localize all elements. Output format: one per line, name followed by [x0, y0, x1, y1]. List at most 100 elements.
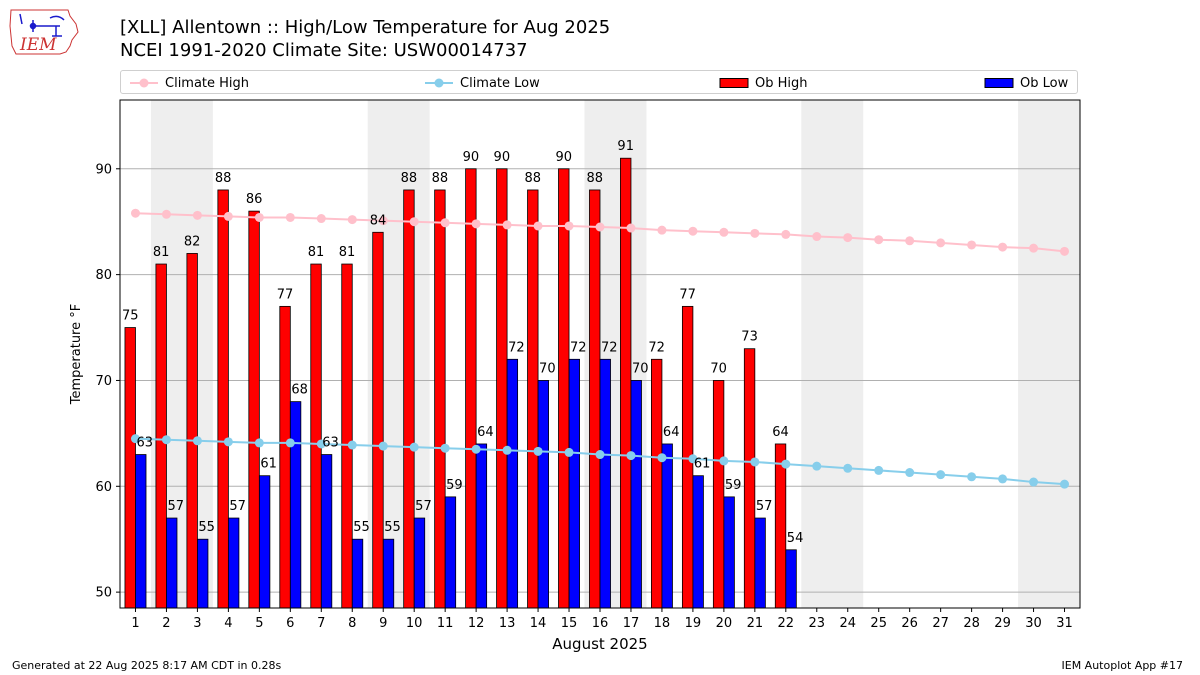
- x-tick-label: 20: [716, 616, 733, 631]
- climate-high-point: [998, 242, 1008, 252]
- ob-high-data-label: 88: [401, 171, 418, 186]
- legend-item-ob-high: Ob High: [719, 71, 808, 95]
- x-tick-label: 31: [1056, 616, 1073, 631]
- ob-low-data-label: 59: [725, 478, 742, 493]
- x-tick-label: 27: [932, 616, 949, 631]
- x-tick-label: 28: [963, 616, 980, 631]
- climate-low-point: [967, 472, 977, 482]
- x-tick-label: 21: [747, 616, 764, 631]
- ob-low-bar: [785, 549, 797, 609]
- ob-high-bar: [341, 263, 353, 609]
- climate-high-point: [285, 212, 295, 222]
- ob-low-bar: [661, 443, 673, 609]
- climate-low-point: [750, 457, 760, 467]
- y-tick-label: 50: [95, 586, 112, 601]
- x-tick-label: 24: [839, 616, 856, 631]
- ob-high-bar: [527, 189, 539, 609]
- climate-high-point: [533, 221, 543, 231]
- ob-low-bar: [382, 538, 395, 609]
- ob-low-bar: [320, 454, 333, 609]
- logo-text: IEM: [19, 35, 57, 55]
- ob-high-data-label: 73: [741, 330, 758, 345]
- climate-high-point: [316, 214, 326, 224]
- ob-high-bar: [465, 168, 477, 609]
- ob-high-data-label: 88: [525, 171, 542, 186]
- climate-high-point: [843, 233, 853, 243]
- ob-high-data-label: 81: [308, 245, 325, 260]
- ob-high-data-label: 90: [463, 150, 480, 165]
- ob-high-data-label: 88: [215, 171, 232, 186]
- ob-high-bar: [279, 305, 291, 609]
- legend-label-ob-low: Ob Low: [1020, 75, 1069, 91]
- climate-low-point: [347, 440, 357, 450]
- climate-high-point: [657, 225, 667, 235]
- ob-low-bar: [289, 401, 302, 609]
- ob-high-bar: [712, 380, 725, 609]
- x-tick-label: 26: [901, 616, 918, 631]
- climate-low-point: [440, 443, 450, 453]
- x-axis-label: August 2025: [552, 635, 647, 653]
- ob-high-bar: [372, 231, 384, 609]
- climate-high-point: [440, 218, 450, 228]
- climate-high-point: [471, 219, 481, 229]
- x-tick-label: 30: [1025, 616, 1042, 631]
- x-tick-label: 7: [317, 616, 325, 631]
- ob-low-data-label: 70: [539, 361, 556, 376]
- iowa-outline-icon: [9, 9, 79, 55]
- x-tick-label: 3: [193, 616, 201, 631]
- ob-low-data-label: 57: [229, 499, 246, 514]
- ob-low-data-label: 64: [663, 425, 680, 440]
- legend-label-ob-high: Ob High: [755, 75, 808, 91]
- ob-low-data-label: 57: [167, 499, 184, 514]
- ob-high-data-label: 88: [586, 171, 603, 186]
- ob-high-data-label: 88: [432, 171, 449, 186]
- ob-high-data-label: 77: [679, 287, 696, 302]
- climate-low-point: [161, 435, 171, 445]
- ob-low-bar: [413, 517, 426, 609]
- ob-high-data-label: 90: [555, 150, 572, 165]
- climate-low-point: [223, 437, 233, 447]
- ob-low-data-label: 68: [291, 383, 308, 398]
- x-tick-label: 29: [994, 616, 1011, 631]
- climate-low-point: [1029, 477, 1039, 487]
- legend-label-climate-low: Climate Low: [460, 75, 540, 91]
- climate-high-point: [130, 208, 140, 218]
- ob-low-data-label: 70: [632, 361, 649, 376]
- ob-high-bar: [743, 348, 756, 609]
- ob-low-bar: [630, 380, 642, 609]
- ob-high-bar: [217, 189, 229, 609]
- climate-high-point: [502, 220, 512, 230]
- ob-high-data-label: 91: [617, 139, 634, 154]
- climate-low-point: [626, 451, 636, 461]
- x-tick-label: 5: [255, 616, 263, 631]
- climate-low-point: [471, 444, 481, 454]
- x-tick-label: 4: [224, 616, 232, 631]
- x-tick-label: 6: [286, 616, 294, 631]
- ob-low-bar: [227, 517, 240, 609]
- ob-low-data-label: 63: [322, 436, 339, 451]
- ob-high-bar: [124, 327, 136, 609]
- climate-low-point: [502, 445, 512, 455]
- chart-title: [XLL] Allentown :: High/Low Temperature …: [120, 17, 611, 38]
- ob-high-data-label: 84: [370, 213, 387, 228]
- ob-low-data-label: 59: [446, 478, 463, 493]
- ob-high-bar: [496, 168, 508, 609]
- ob-low-data-label: 55: [198, 520, 215, 535]
- climate-high-point: [1060, 246, 1070, 256]
- climate-low-marker-icon: [425, 78, 453, 88]
- climate-low-point: [378, 441, 388, 451]
- climate-high-point: [223, 211, 233, 221]
- x-tick-label: 25: [870, 616, 887, 631]
- ob-high-data-label: 64: [772, 425, 789, 440]
- ob-low-bar: [444, 496, 457, 609]
- legend-item-ob-low: Ob Low: [984, 71, 1068, 95]
- climate-high-point: [812, 232, 822, 242]
- ob-low-data-label: 64: [477, 425, 494, 440]
- climate-high-point: [595, 222, 605, 232]
- app-credit: IEM Autoplot App #17: [1061, 659, 1184, 672]
- ob-high-bar: [589, 189, 601, 609]
- climate-low-point: [564, 447, 574, 457]
- ob-low-data-label: 57: [415, 499, 432, 514]
- y-tick-label: 80: [95, 268, 112, 283]
- ob-low-bar: [506, 358, 519, 609]
